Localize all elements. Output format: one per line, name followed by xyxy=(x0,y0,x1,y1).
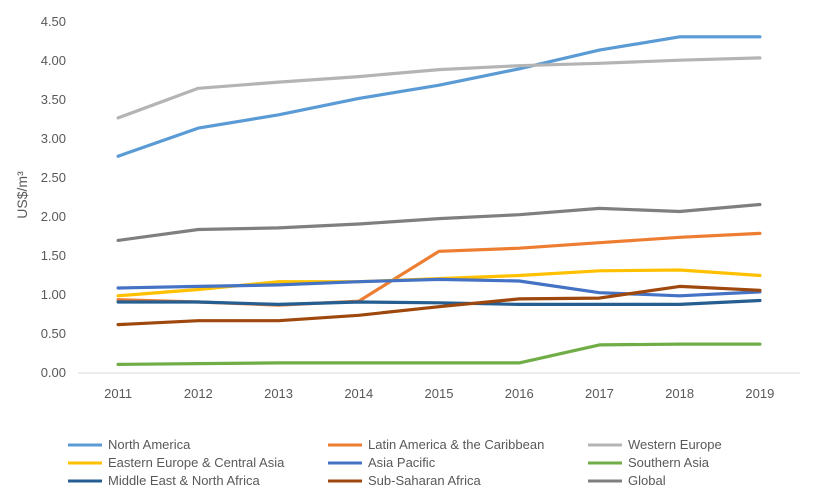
legend-label: Global xyxy=(628,473,666,488)
legend-label: Middle East & North Africa xyxy=(108,473,260,488)
x-tick-label: 2011 xyxy=(104,386,132,401)
y-tick-labels: 0.00 0.50 1.00 1.50 2.00 2.50 3.00 3.50 4.00 4.50 xyxy=(41,14,66,380)
y-tick-label: 2.50 xyxy=(41,170,66,185)
x-tick-label: 2015 xyxy=(425,386,454,401)
y-tick-label: 3.50 xyxy=(41,92,66,107)
legend-label: Asia Pacific xyxy=(368,455,436,470)
x-tick-label: 2017 xyxy=(585,386,614,401)
y-tick-label: 0.00 xyxy=(41,365,66,380)
series-line-middle-east-north-africa xyxy=(116,298,762,306)
y-tick-label: 0.50 xyxy=(41,326,66,341)
y-tick-label: 3.00 xyxy=(41,131,66,146)
legend-label: Western Europe xyxy=(628,437,722,452)
y-axis-label: US$/m³ xyxy=(14,171,30,219)
x-tick-label: 2016 xyxy=(505,386,534,401)
series-line-southern-asia xyxy=(116,342,762,366)
legend-label: Latin America & the Caribbean xyxy=(368,437,544,452)
legend-item-asia-pacific: Asia Pacific xyxy=(328,455,436,470)
legend-label: Southern Asia xyxy=(628,455,710,470)
legend-item-latin-america-the-caribbean: Latin America & the Caribbean xyxy=(328,437,544,452)
x-tick-label: 2019 xyxy=(745,386,774,401)
series-lines xyxy=(116,35,762,366)
legend-item-southern-asia: Southern Asia xyxy=(588,455,710,470)
series-line-north-america xyxy=(116,35,762,158)
legend: North America Latin America & the Caribbe… xyxy=(68,437,722,488)
legend-item-sub-saharan-africa: Sub-Saharan Africa xyxy=(328,473,482,488)
y-tick-label: 1.00 xyxy=(41,287,66,302)
series-line-western-europe xyxy=(116,56,762,120)
legend-item-western-europe: Western Europe xyxy=(588,437,722,452)
x-tick-labels: 2011 2012 2013 2014 2015 2016 2017 2018 2019 xyxy=(104,386,774,401)
legend-label: Eastern Europe & Central Asia xyxy=(108,455,285,470)
series-line-eastern-europe-central-asia xyxy=(116,268,762,298)
series-line-sub-saharan-africa xyxy=(116,284,762,327)
x-tick-label: 2012 xyxy=(184,386,213,401)
legend-item-north-america: North America xyxy=(68,437,191,452)
series-line-asia-pacific xyxy=(116,277,762,298)
legend-label: Sub-Saharan Africa xyxy=(368,473,482,488)
y-tick-label: 4.00 xyxy=(41,53,66,68)
y-tick-label: 2.00 xyxy=(41,209,66,224)
y-tick-label: 1.50 xyxy=(41,248,66,263)
x-tick-label: 2018 xyxy=(665,386,694,401)
legend-item-eastern-europe-central-asia: Eastern Europe & Central Asia xyxy=(68,455,285,470)
x-tick-label: 2014 xyxy=(344,386,373,401)
legend-label: North America xyxy=(108,437,191,452)
y-tick-label: 4.50 xyxy=(41,14,66,29)
legend-item-middle-east-north-africa: Middle East & North Africa xyxy=(68,473,260,488)
x-tick-label: 2013 xyxy=(264,386,293,401)
legend-item-global: Global xyxy=(588,473,666,488)
series-line-global xyxy=(116,202,762,242)
